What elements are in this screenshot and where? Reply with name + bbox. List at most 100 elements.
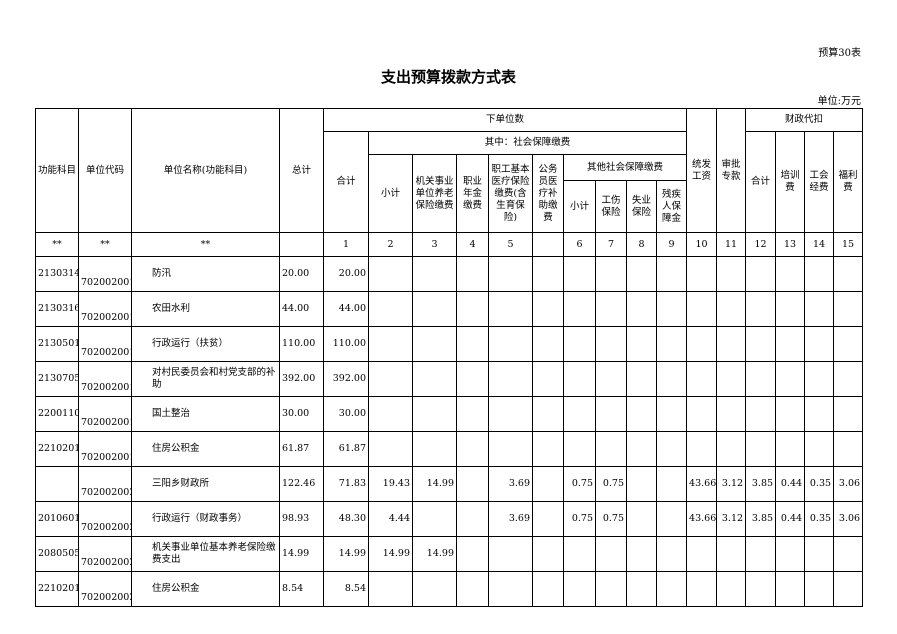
unit-name-cell: 住房公积金: [131, 571, 280, 607]
unit-code-cell: 702002001: [78, 291, 132, 327]
unit-code-cell: 702002002: [78, 571, 132, 607]
index-cell: 3: [412, 232, 457, 257]
value-cell: [488, 571, 533, 607]
value-cell: [488, 396, 533, 432]
header-total: 总计: [279, 108, 324, 233]
index-cell: 4: [456, 232, 489, 257]
index-cell: 11: [716, 232, 747, 257]
unit-code-cell: 702002001: [78, 256, 132, 292]
table-row: 2210201 702002002 住房公积金 8.54 8.54: [35, 571, 864, 607]
header-func: 功能科目: [35, 108, 79, 233]
value-cell: [626, 501, 657, 537]
value-cell: [626, 396, 657, 432]
unit-code-cell: 702002001: [78, 326, 132, 362]
value-cell: [626, 536, 657, 572]
value-cell: [595, 571, 627, 607]
header-injury: 工伤保险: [595, 180, 627, 233]
value-cell: [716, 361, 747, 397]
value-cell: [716, 256, 747, 292]
unit-code-cell: 702002001: [78, 431, 132, 467]
func-code-cell: [35, 466, 79, 502]
index-cell: **: [78, 232, 132, 257]
value-cell: 3.85: [745, 466, 777, 502]
header-unemp: 失业保险: [626, 180, 657, 233]
header-welfare: 福利费: [833, 131, 864, 233]
table-row: 2130316 702002001 农田水利 44.00 44.00: [35, 291, 864, 327]
value-cell: [775, 571, 806, 607]
header-civil: 公务员医疗补助缴费: [532, 154, 564, 233]
value-cell: [456, 326, 489, 362]
header-special: 审批专款: [716, 108, 747, 233]
value-cell: [833, 361, 864, 397]
value-cell: [716, 291, 747, 327]
header-union: 工会经费: [804, 131, 835, 233]
value-cell: [488, 256, 533, 292]
unit-name-cell: 住房公积金: [131, 431, 280, 467]
value-cell: [456, 291, 489, 327]
total-cell: 30.00: [279, 396, 324, 432]
value-cell: [368, 326, 413, 362]
header-pension: 机关事业单位养老保险缴费: [412, 154, 457, 233]
index-cell: 8: [626, 232, 657, 257]
index-cell: **: [131, 232, 280, 257]
value-cell: [686, 256, 718, 292]
value-cell: [532, 396, 564, 432]
value-cell: 14.99: [412, 536, 457, 572]
value-cell: 14.99: [323, 536, 369, 572]
index-cell: **: [35, 232, 79, 257]
value-cell: 61.87: [323, 431, 369, 467]
func-code-cell: 2130316: [35, 291, 79, 327]
value-cell: 0.35: [804, 466, 835, 502]
index-cell: 14: [804, 232, 835, 257]
value-cell: 0.75: [563, 501, 596, 537]
value-cell: [456, 431, 489, 467]
index-cell: 12: [745, 232, 777, 257]
value-cell: [532, 571, 564, 607]
value-cell: [775, 396, 806, 432]
value-cell: 44.00: [323, 291, 369, 327]
index-cell: 10: [686, 232, 718, 257]
index-cell: 6: [563, 232, 596, 257]
unit-name-cell: 防汛: [131, 256, 280, 292]
value-cell: [532, 431, 564, 467]
value-cell: [833, 571, 864, 607]
func-code-cell: 2200110: [35, 396, 79, 432]
value-cell: [563, 571, 596, 607]
value-cell: [686, 361, 718, 397]
value-cell: [626, 431, 657, 467]
value-cell: [655, 466, 688, 502]
unit-code-cell: 702002001: [78, 361, 132, 397]
value-cell: [532, 291, 564, 327]
budget-table: 功能科目 单位代码 单位名称(功能科目) 总计 下单位数 统发工资 审批专款 财…: [35, 108, 864, 607]
header-social: 其中：社会保障缴费: [367, 131, 688, 155]
value-cell: [456, 396, 489, 432]
index-cell: 1: [323, 232, 369, 257]
value-cell: [488, 536, 533, 572]
total-cell: 20.00: [279, 256, 324, 292]
index-cell: 5: [488, 232, 533, 257]
unit-name-cell: 机关事业单位基本养老保险缴费支出: [131, 536, 280, 572]
value-cell: [716, 326, 747, 362]
total-cell: 122.46: [279, 466, 324, 502]
index-cell: [532, 232, 564, 257]
value-cell: 0.44: [775, 501, 806, 537]
total-cell: 110.00: [279, 326, 324, 362]
value-cell: [833, 396, 864, 432]
value-cell: 3.12: [716, 501, 747, 537]
value-cell: [686, 431, 718, 467]
total-cell: 392.00: [279, 361, 324, 397]
value-cell: [745, 326, 777, 362]
value-cell: [532, 361, 564, 397]
value-cell: [716, 431, 747, 467]
header-fiscal: 财政代扣: [745, 108, 864, 132]
table-row: 702002002 三阳乡财政所 122.46 71.83 19.43 14.99 3.69…: [35, 466, 864, 502]
value-cell: 392.00: [323, 361, 369, 397]
value-cell: [833, 256, 864, 292]
value-cell: [745, 256, 777, 292]
func-code-cell: 2130314: [35, 256, 79, 292]
value-cell: [532, 256, 564, 292]
header-training: 培训费: [775, 131, 806, 233]
value-cell: 0.75: [563, 466, 596, 502]
value-cell: [595, 256, 627, 292]
header-other: 其他社会保障缴费: [562, 154, 688, 181]
